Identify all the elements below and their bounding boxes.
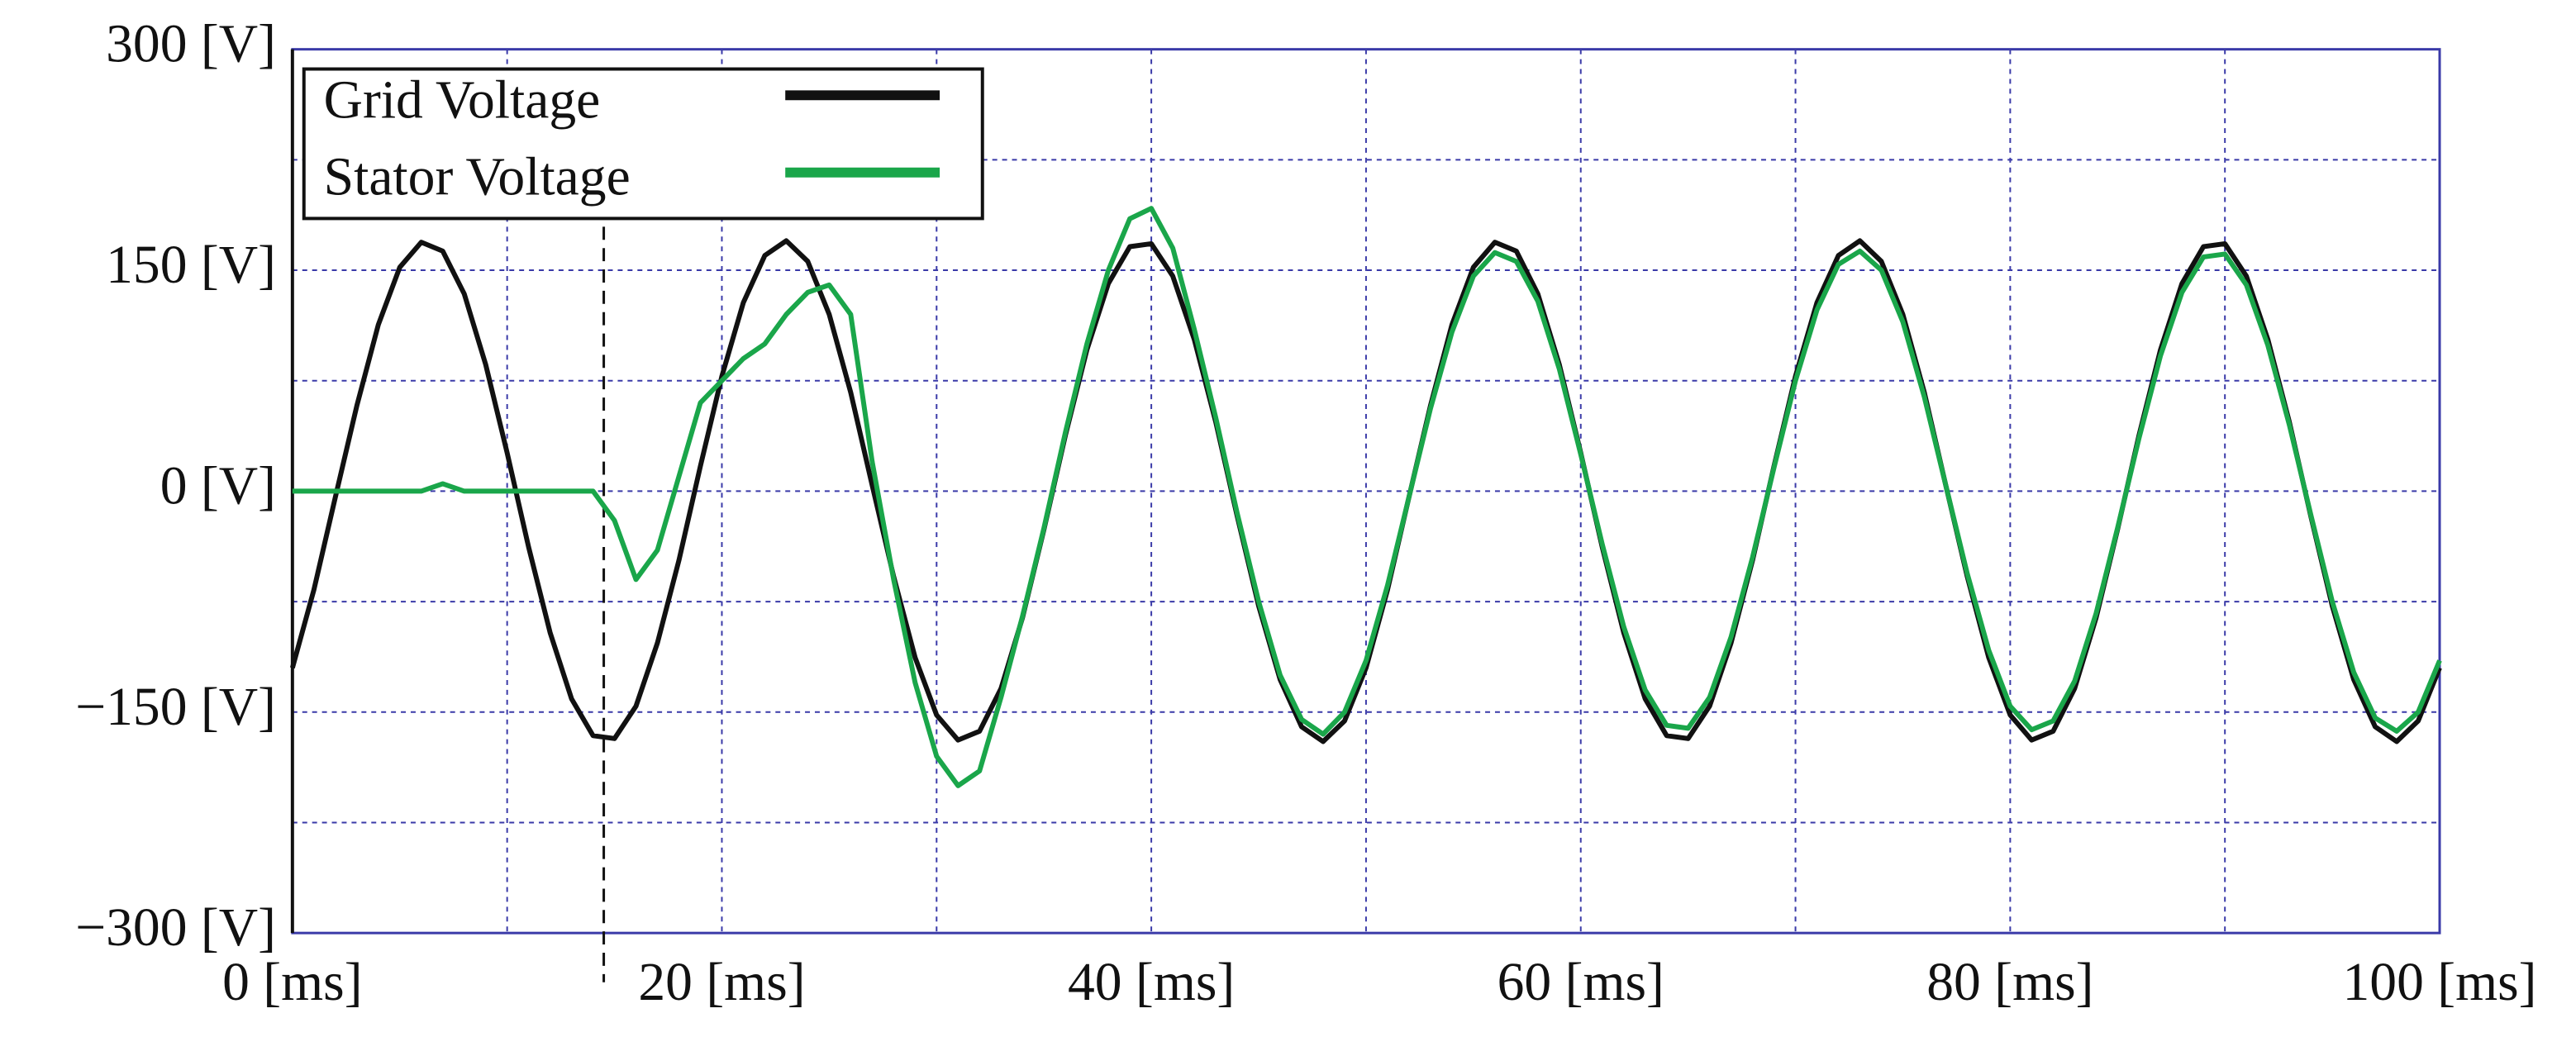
y-tick-label: 300 [V] <box>106 15 276 74</box>
x-tick-label: 20 [ms] <box>638 953 805 1012</box>
x-tick-label: 60 [ms] <box>1498 953 1664 1012</box>
legend-label: Stator Voltage <box>324 148 631 207</box>
x-tick-label: 40 [ms] <box>1068 953 1235 1012</box>
x-tick-label: 100 [ms] <box>2342 953 2536 1012</box>
x-tick-label: 80 [ms] <box>1926 953 2093 1012</box>
x-tick-label: 0 [ms] <box>222 953 362 1012</box>
y-tick-label: −300 [V] <box>75 898 276 958</box>
series-line <box>292 206 2442 788</box>
legend: Grid Voltage Stator Voltage <box>302 67 984 221</box>
y-tick-label: −150 [V] <box>75 678 276 737</box>
y-tick-label: 150 [V] <box>106 235 276 295</box>
y-tick-label: 0 [V] <box>160 456 276 516</box>
legend-label: Grid Voltage <box>324 70 601 130</box>
